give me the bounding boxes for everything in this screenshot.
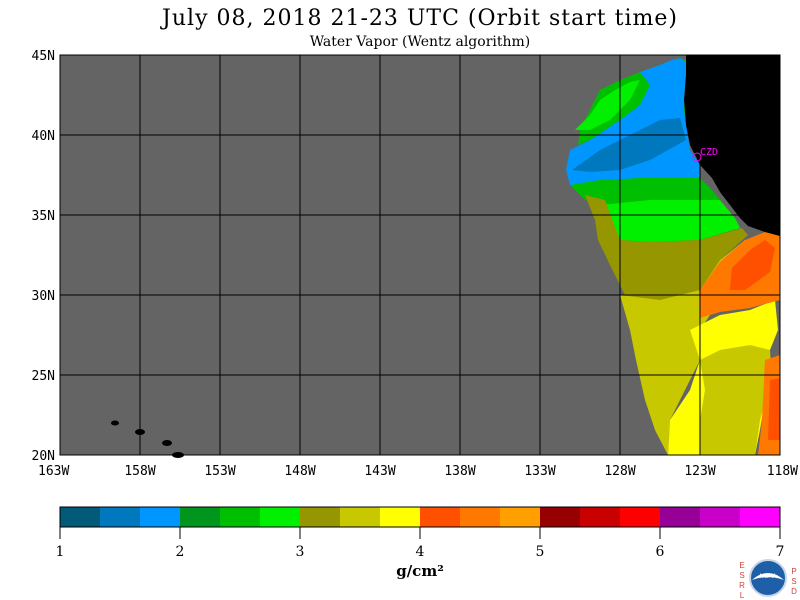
colorbar-tick-label: 6 [656,544,665,560]
longitude-tick-label: 138W [444,464,475,479]
colorbar-segment [740,507,781,527]
colorbar-segment [340,507,381,527]
colorbar-segment [420,507,461,527]
swath-region-red-south [768,378,780,440]
latitude-tick-label: 35N [32,209,55,224]
station-label: CZD [700,147,718,158]
longitude-tick-label: 123W [684,464,715,479]
colorbar-segment [500,507,541,527]
colorbar-segment [140,507,181,527]
colorbar-tick-labels: 1 2 3 4 5 6 7 [56,527,785,560]
station-circle [692,152,702,162]
grid-lines [60,55,780,455]
colorbar-segment [60,507,101,527]
swath-region-green-mid [570,178,720,205]
latitude-tick-label: 25N [32,369,55,384]
longitude-tick-label: 148W [284,464,315,479]
latitude-labels: 45N 40N 35N 30N 25N 20N [32,49,55,464]
colorbar-tick-label: 5 [536,544,545,560]
logo-letter: D [791,587,797,596]
latitude-tick-label: 45N [32,49,55,64]
map-title: July 08, 2018 21-23 UTC (Orbit start tim… [162,6,678,31]
noaa-logo-bird [752,573,784,580]
colorbar-segment [380,507,421,527]
longitude-tick-label: 143W [364,464,395,479]
colorbar-tick-label: 4 [416,544,425,560]
latitude-tick-label: 40N [32,129,55,144]
logo-right-letters: PSD [791,567,797,596]
swath-region-dark-blue [572,118,686,172]
logo-letter: E [739,561,744,570]
colorbar-segment [580,507,621,527]
island-kauai [111,420,119,426]
latitude-tick-label: 20N [32,449,55,464]
longitude-tick-label: 153W [204,464,235,479]
colorbar-segment [220,507,261,527]
longitude-tick-label: 163W [38,464,69,479]
noaa-logo-text: NOAA [759,574,776,580]
island-maui [162,440,172,446]
logo-letter: R [739,581,745,590]
logo-letter: S [739,571,744,580]
colorbar-segment [620,507,661,527]
colorbar-segment [180,507,221,527]
logo-letter: P [791,567,796,576]
water-vapor-swath [566,58,780,455]
colorbar-segment [540,507,581,527]
map-subtitle: Water Vapor (Wentz algorithm) [309,34,531,50]
longitude-tick-label: 133W [524,464,555,479]
noaa-logo-circle [749,559,787,597]
colorbar-segment [460,507,501,527]
logo-letter: L [740,591,745,600]
station-marker: CZD [692,147,718,162]
swath-region-red-orange [730,240,775,290]
colorbar-tick-label: 1 [56,544,65,560]
longitude-labels: 163W 158W 153W 148W 143W 138W 133W 128W 123W 118W [38,464,798,479]
colorbar-segment [100,507,141,527]
map-border [59,54,781,456]
longitude-tick-label: 128W [604,464,635,479]
colorbar-tick-label: 3 [296,544,305,560]
swath-region-bright-green-north [575,80,640,130]
longitude-tick-label: 118W [767,464,798,479]
swath-region-bright-green-mid [600,200,740,242]
longitude-tick-label: 158W [124,464,155,479]
colorbar-segment [300,507,341,527]
swath-region-olive [585,195,748,300]
latitude-tick-label: 30N [32,289,55,304]
land-mass [684,55,780,236]
swath-region-olive-south [700,345,772,455]
logo-letter: S [791,577,796,586]
colorbar-segment [260,507,301,527]
colorbar-tick-label: 2 [176,544,185,560]
map-area: CZD [59,54,781,458]
colorbar-segment [700,507,741,527]
colorbar-segment [660,507,701,527]
colorbar [59,506,781,528]
colorbar-units: g/cm² [396,562,444,580]
colorbar-tick-label: 7 [776,544,785,560]
